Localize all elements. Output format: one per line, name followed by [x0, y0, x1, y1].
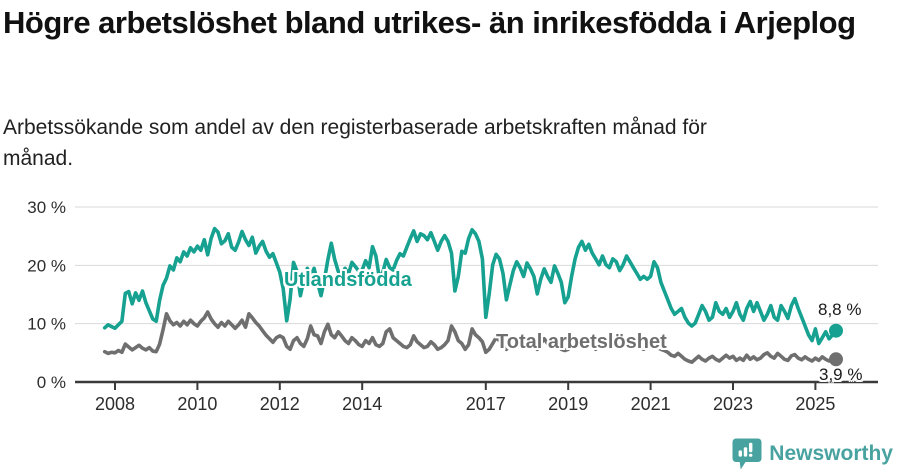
gridlines [75, 206, 878, 325]
y-axis-labels: 0 % 10 % 20 % 30 % [27, 198, 66, 392]
x-axis-label: 2023 [713, 394, 753, 414]
total-arbetsloshet-series-label: Total arbetslöshet [496, 331, 667, 353]
utlandsfodda-series-label: Utlandsfödda [284, 269, 412, 291]
y-axis-label: 20 % [27, 256, 66, 275]
y-axis-label: 10 % [27, 315, 66, 334]
x-axis-label: 2012 [260, 394, 300, 414]
utlandsfodda-end-dot [829, 323, 843, 338]
total-end-dot [829, 352, 843, 367]
chart-title: Högre arbetslöshet bland utrikes- än inr… [3, 5, 856, 40]
x-axis-label: 2014 [342, 394, 382, 414]
y-axis-label: 30 % [27, 198, 66, 217]
x-axis-label: 2008 [95, 394, 135, 414]
y-axis-label: 0 % [37, 373, 66, 392]
chart-subtitle: Arbetssökande som andel av den registerb… [3, 116, 707, 170]
x-axis-label: 2017 [466, 394, 506, 414]
utlandsfodda-line [102, 226, 838, 346]
logo-bar-1 [738, 450, 743, 457]
utlandsfodda-end-value: 8,8 % [818, 300, 862, 319]
x-axis-label: 2025 [795, 394, 835, 414]
newsworthy-wordmark: Newsworthy [769, 442, 893, 465]
logo-bar-2 [744, 447, 748, 457]
total-arbetsloshet-line [102, 310, 838, 364]
newsworthy-logo-icon [732, 438, 762, 470]
logo-exclamation-dot [749, 453, 753, 457]
x-axis-label: 2010 [177, 394, 217, 414]
x-axis-ticks [114, 382, 817, 390]
x-axis-label: 2021 [631, 394, 671, 414]
total-end-value: 3,9 % [819, 365, 863, 384]
x-axis-labels: 2008 2010 2012 2014 2017 2019 2021 2023 2025 [95, 394, 835, 414]
x-axis-label: 2019 [548, 394, 588, 414]
newsworthy-attribution: Newsworthy [732, 438, 893, 470]
logo-exclamation-bar [749, 442, 753, 453]
